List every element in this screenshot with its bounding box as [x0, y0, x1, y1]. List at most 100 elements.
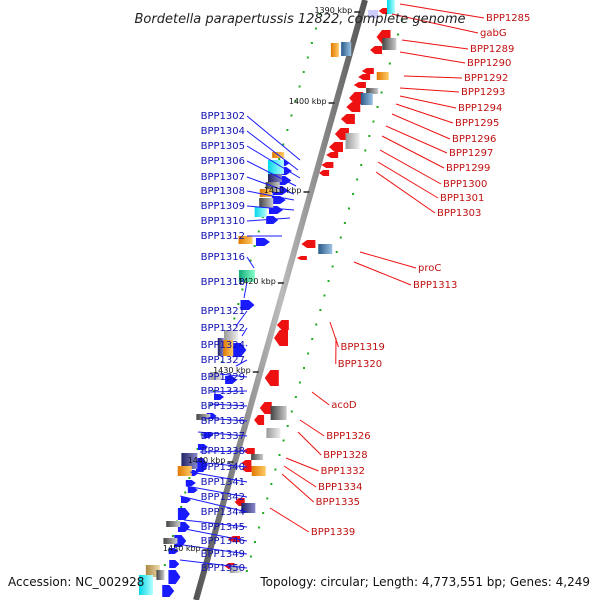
gene-box: [341, 42, 352, 56]
label-leader: [243, 281, 248, 299]
gene-label-right: acoD: [331, 400, 357, 411]
gene-box: [238, 270, 255, 282]
gene-label-right: BPP1292: [464, 73, 508, 84]
gene-label-right: BPP1320: [338, 359, 382, 370]
label-leader: [241, 327, 248, 337]
label-leader: [399, 87, 460, 93]
label-leader: [329, 321, 339, 348]
gene-label-left: BPP1349: [201, 549, 245, 560]
label-leader: [209, 390, 248, 393]
gene-box: [368, 10, 379, 18]
reverse-gene: [326, 152, 339, 158]
gene-box: [177, 466, 192, 476]
reverse-gene: [346, 102, 361, 112]
reverse-gene: [353, 82, 366, 88]
label-leader: [377, 161, 439, 199]
gene-label-left: BPP1302: [201, 111, 245, 122]
reverse-gene: [241, 466, 252, 472]
label-leader: [235, 310, 248, 327]
gene-label-left: BPP1336: [201, 416, 245, 427]
reverse-gene: [254, 415, 265, 425]
label-leader: [179, 527, 248, 542]
reverse-gene: [319, 170, 330, 176]
kbp-label: 1420 kbp: [238, 277, 276, 286]
gene-box: [265, 182, 280, 192]
gene-box: [267, 160, 284, 174]
label-leader: [399, 51, 466, 64]
gene-box: [259, 198, 274, 208]
gene-label-left: BPP1318: [201, 277, 245, 288]
label-leader: [395, 103, 454, 124]
gene-label-right: BPP1293: [461, 87, 505, 98]
label-leader: [209, 403, 248, 407]
gene-label-right: BPP1334: [318, 482, 362, 493]
gene-box: [166, 521, 181, 527]
reverse-gene: [340, 114, 355, 124]
label-leader: [203, 417, 248, 422]
gene-box: [139, 575, 154, 595]
label-leader: [353, 261, 412, 286]
gene-label-left: BPP1306: [201, 156, 245, 167]
label-leader: [189, 471, 248, 483]
forward-gene: [195, 458, 208, 472]
label-leader: [245, 344, 248, 347]
gene-label-left: BPP1341: [201, 477, 245, 488]
gene-box: [223, 340, 234, 356]
label-leader: [246, 130, 299, 171]
labels-right: BPP1285 gabG BPP1289 BPP1290 BPP1292 BPP1293 B…: [311, 13, 530, 538]
reverse-gene: [334, 128, 349, 140]
gene-label-left: BPP1305: [201, 141, 245, 152]
label-leader: [197, 431, 248, 437]
gene-label-left: BPP1337: [201, 431, 245, 442]
gene-label-left: BPP1312: [201, 231, 245, 242]
forward-gene: [185, 480, 196, 486]
label-leader: [297, 431, 322, 456]
label-leader: [246, 145, 301, 179]
gene-label-right: BPP1294: [458, 103, 502, 114]
kbp-label: 1390 kbp: [314, 6, 352, 15]
forward-gene: [240, 300, 255, 310]
forward-gene: [225, 376, 238, 384]
gene-label-right: BPP1326: [326, 431, 370, 442]
label-leader: [379, 149, 442, 185]
gene-label-left: BPP1324: [201, 340, 245, 351]
gene-box: [145, 565, 160, 577]
gene-label-right: BPP1319: [340, 342, 384, 353]
label-leader: [281, 473, 315, 503]
gene-features: [139, 0, 397, 597]
gene-box: [241, 503, 256, 513]
labels-left: BPP1302 BPP1304 BPP1305 BPP1306 BPP1307 BPP13…: [201, 111, 245, 574]
gene-label-left: BPP1329: [201, 372, 245, 383]
forward-gene: [266, 216, 279, 224]
label-leader: [179, 495, 248, 513]
gene-box: [238, 236, 253, 244]
label-leader: [246, 176, 295, 195]
reverse-gene: [296, 256, 307, 260]
label-leader: [183, 519, 248, 528]
gene-label-right: BPP1289: [470, 44, 514, 55]
gene-box: [210, 372, 225, 380]
reverse-gene: [370, 46, 383, 54]
gene-box: [224, 330, 239, 340]
gene-label-right: BPP1297: [449, 148, 493, 159]
gene-box: [181, 453, 198, 469]
forward-gene: [169, 560, 180, 568]
reverse-gene: [301, 240, 316, 248]
forward-gene: [197, 444, 208, 450]
label-leader: [246, 205, 295, 211]
label-leaders: [175, 3, 485, 569]
reverse-gene: [264, 370, 279, 386]
gene-label-left: BPP1345: [201, 522, 245, 533]
label-leader: [246, 160, 297, 187]
gene-box: [267, 174, 282, 182]
gene-box: [330, 43, 339, 57]
gene-label-right: BPP1300: [443, 179, 487, 190]
gene-label-right: BPP1313: [413, 280, 457, 291]
gene-box: [217, 338, 224, 356]
forward-gene: [214, 394, 225, 400]
gene-label-left: BPP1344: [201, 507, 245, 518]
label-leader: [381, 135, 445, 169]
label-leader: [391, 13, 479, 34]
kbp-label: 1450 kbp: [163, 544, 201, 553]
